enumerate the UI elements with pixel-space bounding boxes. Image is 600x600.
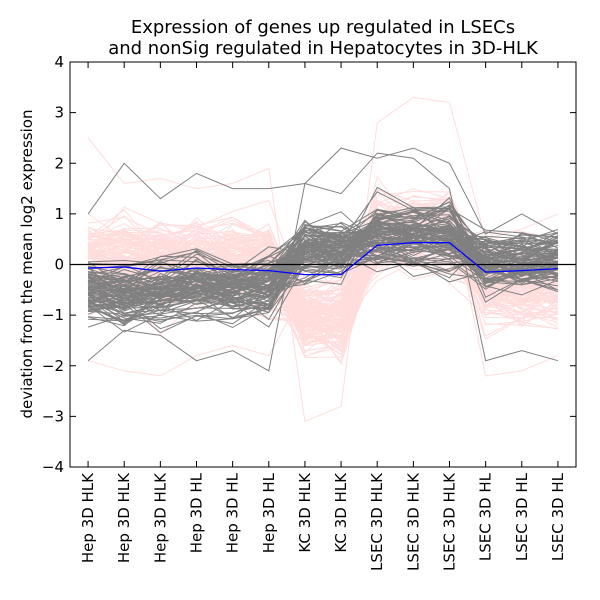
mean-line [88,242,558,276]
series-line [87,220,559,294]
x-tick-label: Hep 3D HLK [151,472,169,563]
series-line [88,226,558,303]
x-tick-label: Hep 3D HL [188,472,206,553]
series-line [87,210,559,296]
series-line [87,229,559,299]
x-tick-label: LSEC 3D HLK [368,472,386,571]
y-tick-label: 1 [54,205,64,223]
x-tick-label: LSEC 3D HL [477,472,495,561]
series-line [87,224,559,318]
series-line [87,205,559,333]
y-tick-label: 2 [54,154,64,172]
series-line [88,223,559,330]
x-tick-label: Hep 3D HL [224,472,242,553]
x-tick-label: KC 3D HLK [332,472,350,553]
y-tick-label: 3 [54,104,64,122]
gray-lines [87,147,559,372]
series-line [87,188,559,377]
chart-title-line-2: and nonSig regulated in Hepatocytes in 3… [108,38,539,59]
y-axis: −4 −3 −2 −1 0 1 2 3 4 [42,53,576,476]
series-line [87,96,559,423]
series-line [88,203,558,337]
x-tick-label: Hep 3D HLK [115,472,133,563]
y-tick-label: 0 [54,256,64,274]
x-tick-label: LSEC 3D HLK [404,472,422,571]
x-tick-label: Hep 3D HLK [79,472,97,563]
series-line [88,215,558,312]
y-tick-label: −3 [42,407,64,425]
y-tick-label: −2 [42,357,64,375]
chart-title-line-1: Expression of genes up regulated in LSEC… [131,17,515,38]
series-line [87,234,558,304]
x-tick-label: LSEC 3D HL [549,472,567,561]
x-tick-label: KC 3D HLK [296,472,314,553]
series-line [87,147,559,235]
series-line [88,241,559,299]
x-tick-label: LSEC 3D HLK [441,472,459,571]
series-line [87,204,559,302]
x-axis: Hep 3D HLK Hep 3D HLK Hep 3D HLK Hep 3D HL H… [79,62,567,571]
y-axis-label: deviation from the mean log2 expression [18,110,36,419]
series-line [88,232,558,290]
x-tick-label: LSEC 3D HL [513,472,531,561]
y-tick-label: −1 [42,306,64,324]
x-tick-label: Hep 3D HL [260,472,278,553]
series-line [87,152,559,372]
y-tick-label: 4 [54,53,64,71]
series-line [88,223,559,340]
series-line [88,242,559,282]
series-line [87,207,559,328]
y-tick-label: −4 [42,458,64,476]
